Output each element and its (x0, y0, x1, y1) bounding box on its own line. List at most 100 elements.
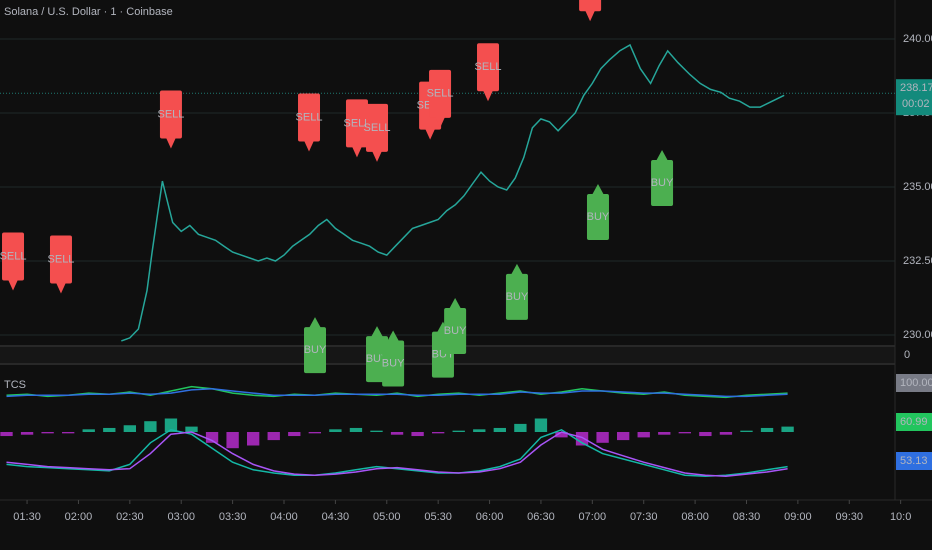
signal-pointer (371, 326, 384, 338)
histogram-bar (534, 418, 548, 432)
x-tick-label: 08:00 (681, 511, 709, 523)
value-badge-label: 60.99 (900, 416, 928, 428)
histogram-bar (62, 432, 75, 434)
buy-signal (505, 263, 528, 320)
buy-signal (444, 297, 467, 354)
histogram-bar (247, 432, 260, 446)
y-tick-label: 230.00 (903, 329, 932, 341)
signal-label: BUY (587, 211, 610, 223)
histogram-bar (699, 432, 712, 437)
histogram-bar (781, 426, 794, 432)
signal-box (304, 327, 327, 374)
histogram-bar (0, 432, 13, 437)
buy-signal (382, 330, 405, 387)
last-price-badge (896, 79, 932, 116)
histogram-bar (329, 429, 342, 432)
x-tick-label: 03:00 (167, 511, 195, 523)
histogram-bar (349, 427, 363, 432)
value-badge (896, 374, 932, 392)
histogram-bar (103, 427, 116, 432)
signal-box (444, 307, 467, 354)
sell-signal (298, 93, 321, 152)
signal-box (298, 93, 321, 142)
signal-box (159, 90, 182, 139)
histogram-bar (473, 429, 486, 432)
signal-label: SELL (157, 108, 184, 120)
value-badge (896, 413, 932, 431)
histogram-bar (164, 418, 178, 432)
buy-signal (586, 184, 609, 241)
histogram-bar (431, 432, 445, 434)
histogram-bar (555, 432, 568, 438)
chart-title: Solana / U.S. Dollar · 1 · Coinbase (4, 6, 173, 18)
histogram-bar (123, 425, 137, 432)
buy-signal (304, 317, 327, 374)
signal-pointer (372, 150, 383, 162)
indicator-title: TCS (4, 379, 26, 391)
histogram-bar (637, 432, 650, 438)
x-tick-label: 02:00 (65, 511, 93, 523)
indicator-line (6, 388, 788, 398)
signal-label: BUY (382, 357, 405, 369)
histogram-bar (452, 430, 465, 432)
signal-box (586, 194, 609, 241)
histogram-bar (226, 432, 239, 449)
signal-label: SELL (48, 253, 75, 265)
histogram-bar (370, 430, 383, 432)
histogram-bar (144, 421, 157, 432)
x-tick-label: 04:00 (270, 511, 298, 523)
histogram-bar (20, 432, 34, 435)
pane-floor-label: 0 (904, 349, 910, 361)
histogram-bar (514, 423, 527, 432)
signal-box (579, 0, 602, 12)
sell-signal (579, 0, 602, 22)
histogram-bar (288, 432, 301, 437)
signal-pointer (483, 90, 494, 102)
signal-pointer (591, 184, 604, 196)
x-tick-label: 02:30 (116, 511, 144, 523)
histogram-bar (616, 432, 630, 441)
signal-label: BUY (304, 344, 327, 356)
x-tick-label: 05:30 (424, 511, 452, 523)
signal-pointer (351, 146, 362, 158)
signal-label: SELL (427, 88, 454, 100)
histogram-bar (493, 427, 506, 432)
sell-signal (429, 69, 452, 128)
signal-label: SELL (296, 111, 323, 123)
x-tick-label: 03:30 (219, 511, 247, 523)
histogram-bar (411, 432, 424, 437)
x-tick-label: 07:00 (579, 511, 607, 523)
price-line (121, 43, 785, 342)
signal-pointer (55, 282, 66, 294)
signal-label: SELL (364, 122, 391, 134)
last-price-label: 238.17 (900, 82, 932, 94)
value-badge-label: 100.00 (900, 377, 932, 389)
x-tick-label: 09:30 (835, 511, 863, 523)
histogram-bar (267, 432, 280, 441)
indicator-line (6, 428, 788, 478)
histogram-bar (82, 429, 95, 432)
signal-box (345, 99, 368, 148)
value-badge-label: 53.13 (900, 455, 928, 467)
signal-pointer (449, 297, 462, 309)
signal-label: SELL (475, 61, 502, 73)
signal-pointer (585, 10, 596, 22)
signal-pointer (304, 140, 315, 152)
signal-label: BUY (651, 177, 674, 189)
signal-pointer (425, 128, 436, 140)
sell-signal (366, 103, 389, 162)
signal-pointer (435, 116, 446, 128)
histogram-bar (185, 426, 198, 432)
sell-signal (477, 43, 500, 102)
histogram-bar (575, 432, 589, 446)
x-tick-label: 01:30 (13, 511, 41, 523)
x-tick-label: 09:00 (784, 511, 812, 523)
y-tick-label: 240.00 (903, 33, 932, 45)
indicator-line (6, 431, 788, 478)
signal-box (49, 235, 72, 284)
signal-label: SELL (0, 250, 26, 262)
signal-pointer (656, 150, 669, 162)
histogram-bar (596, 432, 609, 443)
signal-box (477, 43, 500, 92)
